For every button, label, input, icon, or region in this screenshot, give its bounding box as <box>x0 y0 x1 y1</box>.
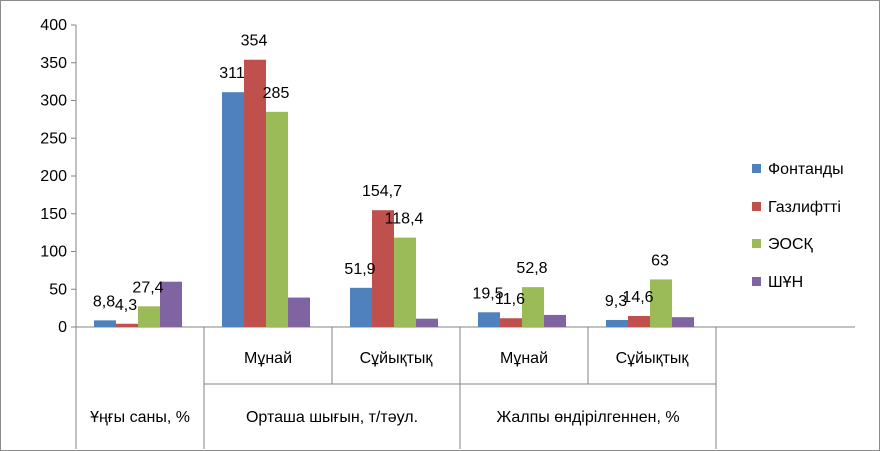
y-tick-label: 350 <box>40 55 67 72</box>
bar-ШҰН <box>544 314 566 327</box>
data-label: 354 <box>241 33 268 50</box>
y-tick-label: 0 <box>58 319 67 336</box>
x-category-label: Сұйықтық <box>616 350 690 367</box>
bar-Фонтанды <box>606 319 628 327</box>
data-label: 19,5 <box>472 285 503 302</box>
bar-ШҰН <box>288 297 310 327</box>
data-label: 8,8 <box>93 293 115 310</box>
data-label: 11,6 <box>495 291 525 308</box>
y-tick-label: 50 <box>49 281 67 298</box>
data-label: 14,6 <box>622 289 653 306</box>
bar-ЭОСҚ <box>650 279 672 327</box>
data-label: 311 <box>219 65 245 82</box>
bar-ШҰН <box>672 317 694 327</box>
bar-Фонтанды <box>222 92 244 327</box>
y-tick-label: 200 <box>40 168 67 185</box>
bar-Газлифтті <box>372 210 394 327</box>
legend: Фонтанды Газлифтті ЭОСҚ ШҰН <box>752 161 844 291</box>
bar-ЭОСҚ <box>522 287 544 327</box>
data-label: 63 <box>651 252 669 269</box>
legend-label: ШҰН <box>768 274 803 291</box>
x-category-label: Сұйықтық <box>360 350 434 367</box>
data-label: 27,4 <box>132 279 163 296</box>
y-tick-label: 250 <box>40 130 67 147</box>
legend-swatch <box>752 239 761 248</box>
bar-Газлифтті <box>628 315 650 327</box>
legend-label: Газлифтті <box>768 199 841 216</box>
bar-Газлифтті <box>500 318 522 327</box>
legend-label: Фонтанды <box>768 161 844 178</box>
data-label: 154,7 <box>362 183 402 200</box>
bar-ШҰН <box>160 281 182 327</box>
bar-Газлифтті <box>244 59 266 327</box>
axis-layer: 0 50 100 150 200 250 300 350 400 Мұнай Сұйықтық Мұн… <box>40 17 855 449</box>
bar-Фонтанды <box>94 320 116 327</box>
y-tick-label: 150 <box>40 206 67 223</box>
y-tick-label: 400 <box>40 17 67 34</box>
data-label: 51,9 <box>344 261 375 278</box>
legend-swatch <box>752 202 761 211</box>
bar-Фонтанды <box>478 312 500 327</box>
x-category-label: Мұнай <box>244 350 292 367</box>
legend-swatch <box>752 277 761 286</box>
data-label: 9,3 <box>605 293 627 310</box>
data-labels-layer: 8,8 4,327,4 311 354 285 51,9 154,7 118,4 19,511,… <box>93 33 669 314</box>
bar-ЭОСҚ <box>138 306 160 327</box>
x-category-label: Мұнай <box>500 350 548 367</box>
data-label: 52,8 <box>516 260 547 277</box>
bars-layer <box>94 59 694 327</box>
bar-ЭОСҚ <box>266 111 288 327</box>
legend-swatch <box>752 164 761 173</box>
x-group-label: Орташа шығын, т/тәул. <box>246 409 418 426</box>
data-label: 285 <box>263 85 290 102</box>
bar-ШҰН <box>416 318 438 327</box>
y-tick-label: 300 <box>40 93 67 110</box>
x-group-label: Ұңғы саны, % <box>90 409 190 426</box>
bar-Газлифтті <box>116 323 138 327</box>
x-group-label: Жалпы өндірілгеннен, % <box>496 409 679 426</box>
legend-label: ЭОСҚ <box>768 236 814 253</box>
data-label: 4,3 <box>115 297 137 314</box>
y-tick-label: 100 <box>40 244 67 261</box>
bar-ЭОСҚ <box>394 237 416 327</box>
bar-Фонтанды <box>350 287 372 327</box>
data-label: 118,4 <box>385 211 424 228</box>
